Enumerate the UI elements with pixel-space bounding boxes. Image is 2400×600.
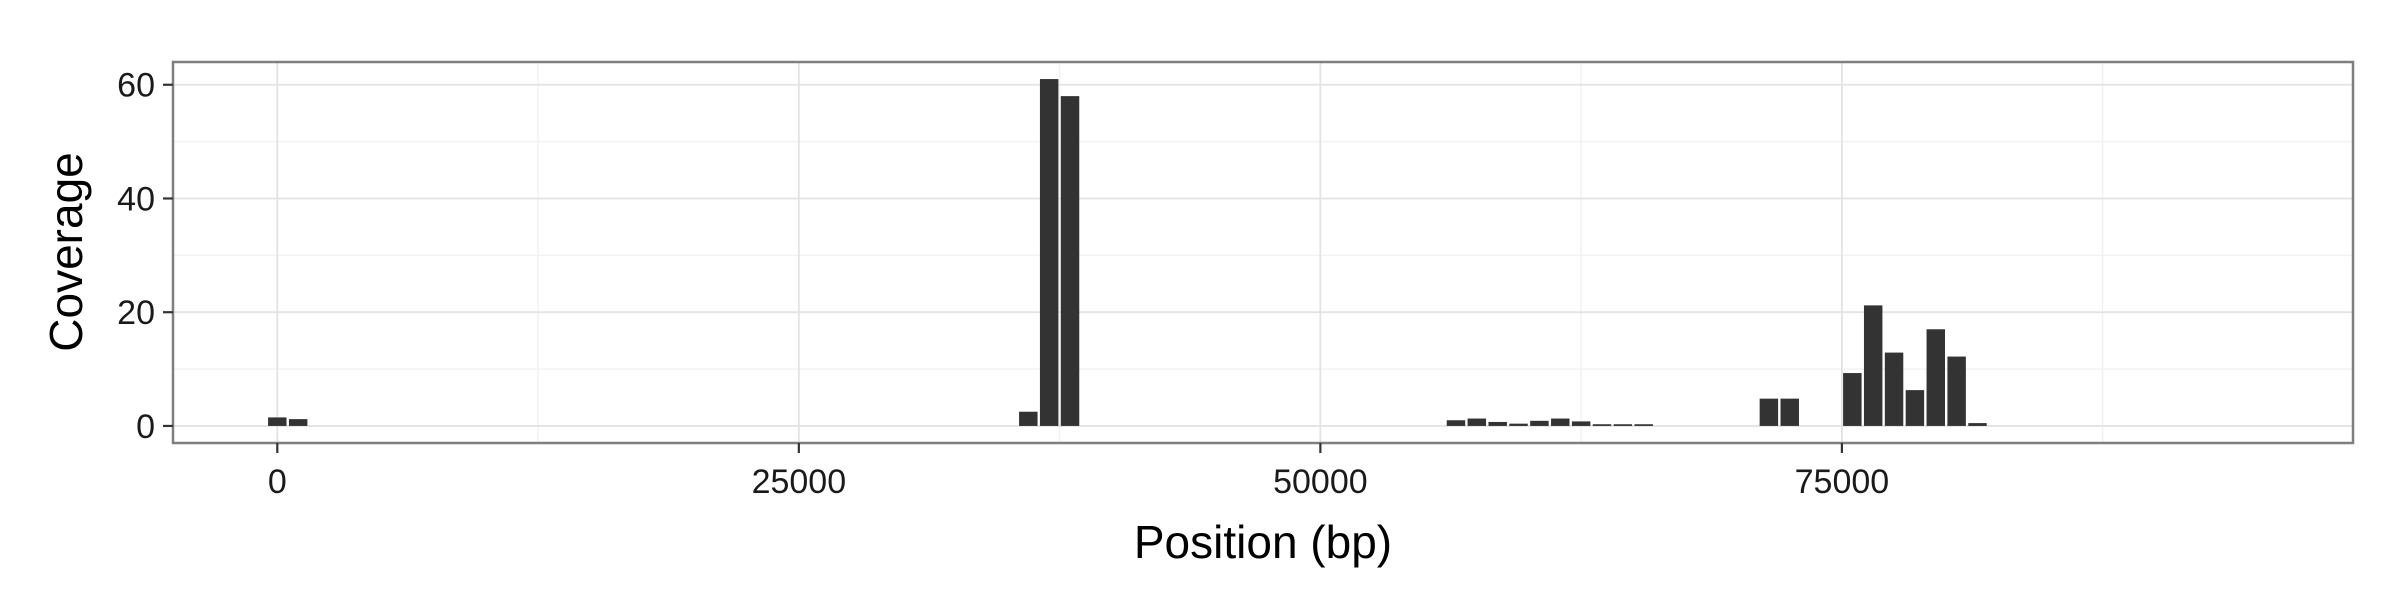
x-axis-ticks: 0 25000 50000 75000 xyxy=(268,443,1889,501)
panel-border xyxy=(171,60,2355,445)
panel-background xyxy=(173,62,2353,443)
coverage-bar xyxy=(1905,390,1925,426)
coverage-bar xyxy=(1634,424,1653,426)
coverage-bar xyxy=(1060,96,1080,426)
bars xyxy=(268,79,1987,426)
coverage-bar xyxy=(1863,305,1883,426)
y-tick-label: 0 xyxy=(136,408,155,446)
coverage-bar xyxy=(1509,423,1528,426)
coverage-bar xyxy=(1968,423,1987,426)
y-axis-title: Coverage xyxy=(40,152,92,351)
coverage-bar xyxy=(1488,421,1507,426)
x-axis-title: Position (bp) xyxy=(1134,516,1392,568)
y-tick-label: 60 xyxy=(117,67,155,105)
coverage-bar xyxy=(1551,418,1570,426)
coverage-bar xyxy=(1571,421,1591,426)
coverage-bar xyxy=(1759,398,1779,426)
coverage-bar xyxy=(1019,411,1038,426)
coverage-bar xyxy=(1039,79,1059,426)
coverage-bar xyxy=(1947,356,1966,426)
coverage-bar xyxy=(1843,373,1862,426)
coverage-bar xyxy=(1530,420,1549,426)
coverage-bar xyxy=(1780,398,1799,426)
coverage-bar xyxy=(1613,424,1633,426)
y-tick-label: 40 xyxy=(117,180,155,218)
y-axis-ticks: 0 20 40 60 xyxy=(117,67,173,446)
coverage-bar xyxy=(1592,424,1612,426)
coverage-bar xyxy=(288,419,308,426)
coverage-bar xyxy=(1467,418,1487,426)
coverage-bar xyxy=(268,417,287,426)
coverage-bar xyxy=(1884,352,1904,426)
x-tick-label: 25000 xyxy=(752,463,847,501)
grid-major xyxy=(173,62,2353,443)
coverage-bar xyxy=(1446,420,1466,426)
x-tick-label: 75000 xyxy=(1795,463,1890,501)
y-tick-label: 20 xyxy=(117,294,155,332)
coverage-bar xyxy=(1926,329,1946,426)
x-tick-label: 50000 xyxy=(1273,463,1368,501)
grid-minor xyxy=(173,62,2353,443)
x-tick-label: 0 xyxy=(268,463,287,501)
